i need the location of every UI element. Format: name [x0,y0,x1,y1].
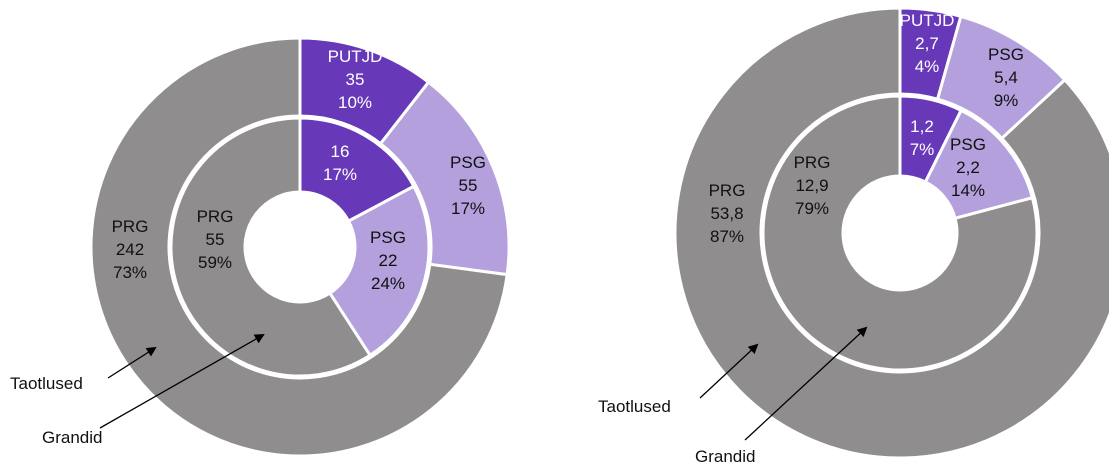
label-line: PSG [988,45,1024,64]
label-line: 53,8 [710,204,743,223]
segment-label: PRG 12,9 79% [794,153,831,218]
donut-segment [761,94,1039,372]
donut-segment [673,6,1109,460]
annotation: Grandid [695,447,755,466]
label-line: 73% [113,263,147,282]
label-line: 10% [338,93,372,112]
segment-label: PUTJD 2,7 4% [900,11,955,76]
label-line: 4% [915,57,940,76]
donut-segment [298,116,416,224]
label-line: 79% [795,199,829,218]
label-line: 9% [994,91,1019,110]
annotation-arrow [99,334,265,429]
label-line: PRG [197,207,234,226]
segment-label: PSG 5,4 9% [988,45,1024,110]
label-line: PSG [370,228,406,247]
label-line: 59% [198,253,232,272]
label-line: PSG [450,153,486,172]
label-line: PRG [794,153,831,172]
label-line: 1,2 [910,117,934,136]
annotation-arrow [744,326,868,441]
segment-label: PSG 2,2 14% [950,135,986,200]
label-line: 14% [951,181,985,200]
segment-label: 16 17% [323,142,357,184]
label-line: 17% [323,165,357,184]
label-line: 7% [910,140,935,159]
segment-label: PUTJD 35 10% [328,47,383,112]
label-line: 2,2 [956,158,980,177]
label-line: PUTJD [328,47,383,66]
label-line: 87% [710,227,744,246]
annotation: Grandid [42,428,102,447]
label-line: PRG [112,217,149,236]
annotation: Taotlused [10,374,83,393]
label-line: 242 [116,240,144,259]
donut-segment [89,36,509,458]
annotation-arrow [107,346,157,379]
label-line: PRG [709,181,746,200]
segment-label: PRG 53,8 87% [709,181,746,246]
donut-segment [327,184,431,358]
label-line: 55 [459,176,478,195]
segment-label: PRG 242 73% [112,217,149,282]
label-line: 17% [451,199,485,218]
annotation: Taotlused [598,397,671,416]
label-line: 5,4 [994,68,1018,87]
donut-segment [169,116,373,378]
label-line: 12,9 [795,176,828,195]
label-line: PSG [950,135,986,154]
annotation-arrow [699,343,759,399]
label-line: PUTJD [900,11,955,30]
label-line: 22 [379,251,398,270]
label-line: 55 [206,230,225,249]
label-line: 2,7 [915,34,939,53]
segment-label: 1,2 7% [910,117,935,159]
segment-label: PSG 55 17% [450,153,486,218]
label-line: 24% [371,274,405,293]
segment-label: PSG 22 24% [370,228,406,293]
label-line: 35 [346,70,365,89]
segment-label: PRG 55 59% [197,207,234,272]
label-line: 16 [331,142,350,161]
